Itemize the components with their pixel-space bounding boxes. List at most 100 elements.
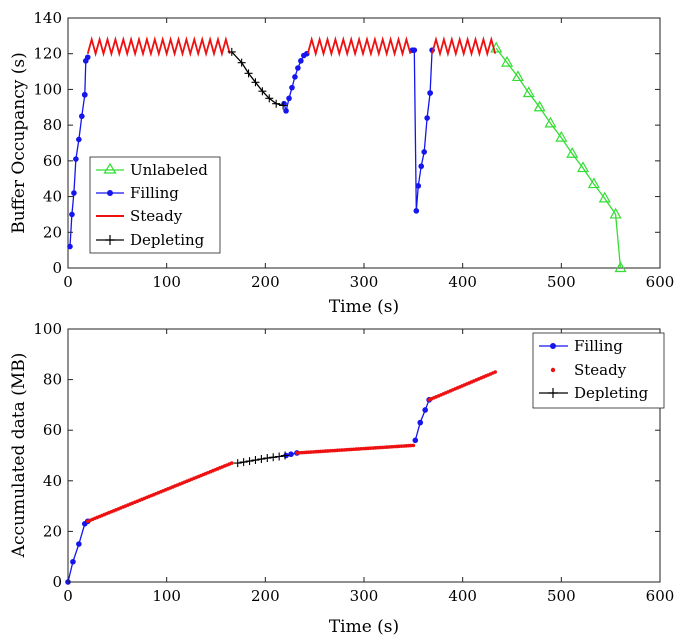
top-depleting-line (231, 51, 284, 107)
top-filling-point (69, 211, 75, 218)
bottom-y-tick-label: 80 (43, 371, 62, 389)
top-filling-point (73, 156, 79, 162)
bottom-x-ticks: 0 100 200 300 400 500 600 (63, 329, 674, 605)
top-filling-point (67, 243, 73, 250)
top-x-tick-label: 500 (547, 273, 576, 291)
top-depleting-point (244, 69, 253, 78)
top-legend-entry-unlabeled: Unlabeled (96, 161, 208, 179)
top-x-tick-label: 100 (152, 273, 181, 291)
top-legend-label-depleting: Depleting (130, 231, 205, 249)
top-filling-point (411, 47, 418, 53)
top-legend-label-filling: Filling (130, 184, 179, 202)
top-x-tick-label: 400 (448, 273, 477, 291)
bottom-legend-label-steady: Steady (574, 361, 627, 379)
plus-marker-icon (548, 388, 558, 398)
top-x-tick-label: 300 (350, 273, 379, 291)
top-filling-point (418, 163, 425, 170)
bottom-legend-label-filling: Filling (574, 337, 623, 355)
top-unlabeled-line (495, 48, 622, 269)
top-steady-line (306, 35, 412, 58)
bottom-steady-point (229, 461, 234, 465)
top-unlabeled-point (566, 146, 579, 158)
top-y-tick-label: 20 (43, 223, 62, 241)
top-filling-point (427, 90, 433, 96)
top-steady-line (431, 35, 497, 58)
bottom-filling-point (422, 407, 428, 413)
bottom-depleting-point (233, 459, 242, 468)
top-filling-point (413, 208, 420, 214)
top-x-tick-label: 0 (63, 273, 73, 291)
top-unlabeled-point (614, 261, 627, 273)
bottom-y-tick-label: 60 (43, 421, 62, 439)
top-unlabeled-point (598, 191, 611, 203)
bottom-y-axis-label: Accumulated data (MB) (9, 353, 29, 559)
top-legend-entry-steady: Steady (96, 207, 183, 225)
top-y-tick-label: 0 (52, 259, 62, 277)
bottom-x-tick-label: 300 (350, 587, 379, 605)
top-filling-point (289, 84, 295, 91)
top-filling-line (412, 49, 431, 211)
top-unlabeled-point (511, 70, 524, 82)
bottom-x-tick-label: 100 (152, 587, 181, 605)
top-legend-entry-filling: Filling (96, 184, 179, 202)
bottom-depleting-point (263, 454, 272, 463)
bottom-legend-entry-steady: Steady (550, 361, 627, 379)
top-filling-point (71, 190, 77, 196)
top-depleting-point (251, 78, 260, 87)
top-unlabeled-point (555, 130, 568, 142)
top-y-tick-label: 80 (43, 116, 62, 134)
top-filling-point (292, 74, 298, 80)
top-filling-point (415, 183, 422, 189)
top-steady-line (86, 35, 231, 58)
top-unlabeled-point (544, 116, 557, 128)
red-dot-icon (550, 367, 556, 373)
triangle-marker-icon (103, 162, 117, 174)
top-y-tick-label: 120 (33, 45, 62, 63)
bottom-x-tick-label: 500 (547, 587, 576, 605)
top-y-ticks: 0 20 40 60 80 100 120 140 (33, 9, 660, 277)
top-unlabeled-point (533, 100, 546, 112)
top-chart: 0 100 200 300 400 500 600 0 20 40 60 80 100 120 140 T… (9, 9, 674, 317)
bottom-steady-point (411, 443, 416, 448)
top-y-tick-label: 100 (33, 80, 62, 98)
bottom-y-tick-label: 40 (43, 472, 62, 490)
top-filling-point (295, 65, 301, 71)
bottom-legend-entry-depleting: Depleting (539, 384, 649, 402)
bottom-depleting-point (269, 453, 278, 462)
bottom-x-tick-label: 0 (63, 587, 73, 605)
bottom-y-tick-label: 100 (33, 320, 62, 338)
top-legend-entry-depleting: Depleting (96, 231, 205, 249)
top-filling-point (79, 113, 85, 120)
bottom-filling-point (70, 558, 76, 565)
top-y-axis-label: Buffer Occupancy (s) (9, 52, 29, 234)
top-legend: Unlabeled Filling Steady Depleting (89, 156, 221, 254)
bottom-legend: Filling Steady Depleting (532, 332, 665, 409)
top-filling-point (298, 58, 304, 64)
bottom-depleting-point (245, 457, 254, 466)
top-y-tick-label: 60 (43, 152, 62, 170)
bottom-legend-label-depleting: Depleting (574, 384, 649, 402)
bottom-x-tick-label: 400 (448, 587, 477, 605)
bottom-chart: 0 100 200 300 400 500 600 0 20 40 60 80 100 Time (s… (9, 320, 674, 637)
top-legend-label-steady: Steady (130, 207, 183, 225)
top-filling-point (76, 136, 82, 143)
top-unlabeled-point (609, 207, 622, 219)
top-filling-line (429, 50, 433, 94)
top-y-tick-label: 140 (33, 9, 62, 27)
top-filling-point (81, 91, 88, 98)
top-legend-label-unlabeled: Unlabeled (130, 161, 208, 179)
bottom-filling-point (417, 419, 424, 426)
bottom-chart-marks (65, 370, 498, 585)
top-chart-marks (67, 35, 627, 273)
top-depleting-point (237, 58, 246, 67)
top-x-tick-label: 600 (646, 273, 675, 291)
bottom-depleting-point (275, 452, 284, 461)
top-unlabeled-point (587, 177, 600, 189)
bottom-x-tick-label: 200 (251, 587, 280, 605)
bottom-y-ticks: 0 20 40 60 80 100 (33, 320, 660, 591)
plus-marker-icon (105, 235, 115, 245)
bottom-x-tick-label: 600 (646, 587, 675, 605)
bottom-filling-line (414, 399, 430, 441)
bottom-y-tick-label: 0 (52, 573, 62, 591)
